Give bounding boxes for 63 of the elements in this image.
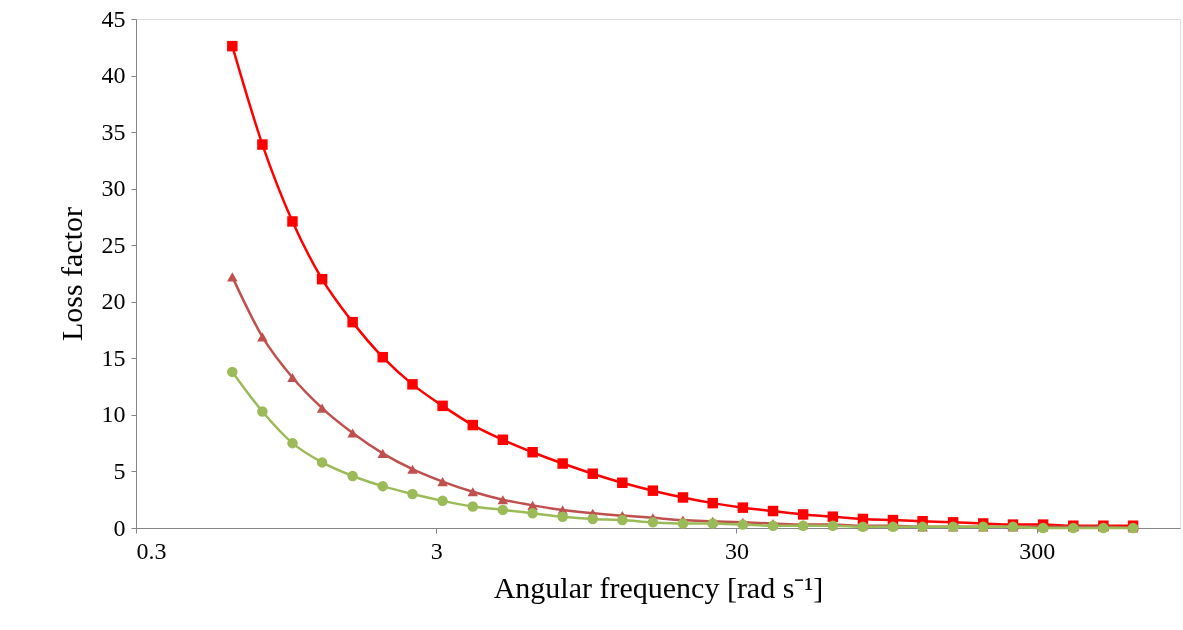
y-tick-label: 10	[101, 401, 126, 428]
point	[377, 480, 388, 492]
point	[227, 40, 238, 52]
point	[407, 379, 418, 390]
point	[527, 508, 538, 519]
point	[737, 502, 749, 513]
point	[347, 428, 358, 438]
point	[587, 468, 598, 479]
point	[257, 332, 268, 342]
point	[347, 470, 358, 482]
point	[316, 457, 328, 468]
point	[557, 511, 568, 522]
y-tick-label: 25	[101, 231, 126, 258]
point	[497, 504, 509, 516]
point	[287, 373, 298, 383]
y-tick-label: 15	[101, 344, 126, 371]
point	[767, 505, 779, 517]
point	[647, 517, 659, 528]
x-tick-label: 0.3	[136, 537, 167, 564]
point	[257, 406, 268, 417]
point	[677, 492, 689, 503]
y-tick-label: 45	[101, 5, 126, 32]
y-axis-title: Loss factor	[54, 206, 88, 342]
point	[316, 403, 328, 413]
point	[407, 488, 418, 500]
point	[377, 448, 388, 458]
point	[647, 485, 659, 496]
point	[287, 437, 298, 449]
point	[497, 495, 509, 505]
point	[617, 514, 628, 526]
y-tick-label: 40	[101, 62, 126, 89]
point	[316, 273, 328, 285]
point	[467, 419, 479, 431]
point	[497, 434, 509, 446]
point	[827, 511, 839, 522]
x-tick-label: 30	[725, 537, 749, 564]
point	[437, 477, 448, 487]
x-axis-title: Angular frequency [rad s⁻¹]	[493, 570, 824, 604]
point	[287, 216, 298, 227]
point	[407, 464, 418, 474]
point	[557, 458, 568, 469]
point	[707, 497, 718, 509]
point	[347, 316, 358, 328]
point	[227, 366, 238, 378]
point	[527, 446, 538, 458]
point	[587, 513, 598, 525]
y-tick-label: 0	[113, 514, 126, 541]
y-tick-label: 35	[101, 118, 126, 145]
y-tick-label: 30	[101, 175, 126, 202]
y-tick-label: 20	[101, 288, 126, 315]
x-tick-label: 300	[1019, 537, 1056, 564]
point	[257, 139, 268, 150]
x-tick-label: 3	[430, 537, 443, 564]
point	[617, 477, 628, 488]
point	[677, 518, 689, 529]
point	[437, 400, 448, 412]
point	[437, 495, 448, 507]
point	[467, 501, 479, 512]
point	[227, 272, 238, 282]
point	[377, 351, 388, 363]
y-tick-label: 5	[113, 457, 126, 484]
point	[467, 487, 479, 497]
point	[797, 509, 809, 520]
